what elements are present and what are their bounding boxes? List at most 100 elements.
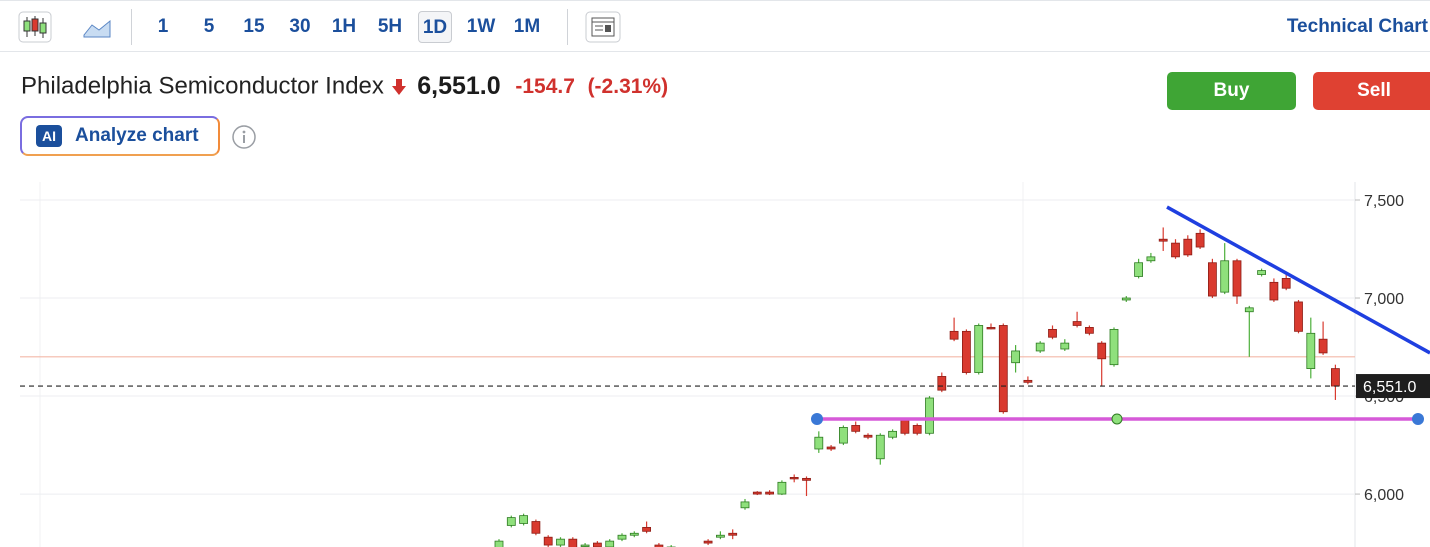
candle-body: [1121, 297, 1131, 301]
candle-body: [593, 542, 602, 547]
candle-body: [740, 501, 750, 509]
candle-body: [654, 544, 664, 547]
candle-body: [617, 534, 627, 540]
technical-chart-link[interactable]: Technical Chart: [1286, 16, 1428, 37]
separator: [131, 9, 132, 45]
candle-body: [531, 521, 541, 534]
candle-body: [1269, 281, 1279, 301]
candle-body: [1158, 238, 1168, 242]
separator: [567, 9, 568, 45]
candle-body: [826, 446, 836, 450]
change: -154.7: [515, 74, 575, 98]
analyze-chart-button[interactable]: AI Analyze chart: [20, 116, 220, 156]
y-tick-label: 6,000: [1364, 487, 1404, 504]
candle-body: [912, 425, 922, 434]
candle-body: [1146, 256, 1156, 262]
change-percent: (-2.31%): [587, 74, 669, 98]
candle-body: [1306, 332, 1316, 369]
candle-body: [716, 534, 725, 538]
interval-button[interactable]: 15: [243, 16, 265, 37]
candle-body: [998, 325, 1008, 413]
candle-body: [962, 330, 971, 373]
down-arrow: [391, 78, 406, 95]
last-price-box: [1356, 374, 1430, 399]
candles: [494, 227, 1340, 547]
candle-body: [1011, 350, 1020, 364]
candle-body: [543, 536, 553, 546]
candle-body: [1035, 342, 1045, 352]
candle-body: [1331, 368, 1340, 387]
candle-body: [1257, 270, 1266, 275]
candle-body: [1232, 260, 1242, 297]
candle-body: [777, 481, 787, 495]
candle-body: [851, 425, 861, 432]
y-tick-label: 7,000: [1364, 291, 1404, 308]
candle-body: [605, 540, 615, 547]
interval-button[interactable]: 1: [157, 16, 169, 37]
candle-body: [1244, 307, 1254, 313]
candle-body: [814, 436, 824, 450]
candle-body: [1195, 232, 1205, 248]
interval-button[interactable]: 1H: [331, 16, 357, 37]
line-handle: [1111, 413, 1123, 425]
layout-icon[interactable]: [585, 11, 621, 43]
candle-body: [1171, 242, 1180, 258]
last-price: 6,551.0: [417, 72, 501, 101]
sell-button[interactable]: Sell: [1313, 72, 1430, 110]
analyze-label: Analyze chart: [75, 125, 199, 146]
line-handle: [1412, 412, 1424, 425]
candle-body: [506, 517, 516, 526]
interval-button[interactable]: 1M: [513, 16, 541, 37]
candle-body: [1183, 238, 1193, 256]
candle-body: [703, 540, 713, 544]
quote-header: Philadelphia Semiconductor Index 6,551.0…: [21, 72, 668, 101]
candle-body: [1281, 278, 1291, 289]
area-icon[interactable]: [82, 15, 112, 39]
candle-body: [875, 434, 885, 460]
ai-badge: AI: [36, 125, 62, 147]
candle-body: [1072, 321, 1082, 326]
candle-body: [580, 544, 590, 547]
candle-body: [1208, 262, 1217, 297]
info-icon[interactable]: [231, 124, 257, 150]
line-handle: [811, 412, 823, 425]
candle-body: [629, 532, 639, 536]
candle-body: [888, 430, 897, 438]
candle-body: [1097, 342, 1107, 360]
buy-button[interactable]: Buy: [1167, 72, 1296, 110]
interval-button[interactable]: 5: [203, 16, 215, 37]
candle-body: [752, 491, 762, 495]
candle-body: [789, 477, 799, 480]
interval-button[interactable]: 5H: [377, 16, 403, 37]
candle-body: [974, 325, 984, 373]
candle-body: [1048, 328, 1057, 338]
last-price-label: 6,551.0: [1363, 379, 1416, 396]
candle-body: [1023, 379, 1033, 383]
candle-body: [949, 330, 959, 340]
interval-button[interactable]: 1W: [466, 16, 496, 37]
candle-body: [1220, 260, 1230, 293]
candle-body: [839, 427, 848, 444]
candle-body: [568, 538, 578, 547]
interval-button[interactable]: 1D: [418, 11, 452, 43]
trend-line: [1166, 205, 1430, 355]
candle-body: [728, 532, 738, 536]
candle-body: [1085, 327, 1094, 334]
candle-icon[interactable]: [18, 11, 52, 43]
candle-body: [863, 434, 873, 438]
candle-body: [802, 477, 811, 481]
candle-body: [642, 526, 651, 532]
candle-body: [519, 515, 528, 524]
interval-button[interactable]: 30: [289, 16, 311, 37]
instrument-name: Philadelphia Semiconductor Index: [21, 72, 384, 100]
candle-body: [986, 327, 996, 330]
toolbar: 1 5 15 30 1H 5H 1D 1W 1M Technical Chart: [0, 0, 1430, 52]
candle-body: [1060, 342, 1070, 350]
candle-body: [900, 419, 910, 434]
candle-body: [494, 540, 504, 547]
candle-body: [1294, 301, 1303, 332]
candle-body: [1134, 262, 1143, 277]
candle-body: [1109, 328, 1119, 366]
